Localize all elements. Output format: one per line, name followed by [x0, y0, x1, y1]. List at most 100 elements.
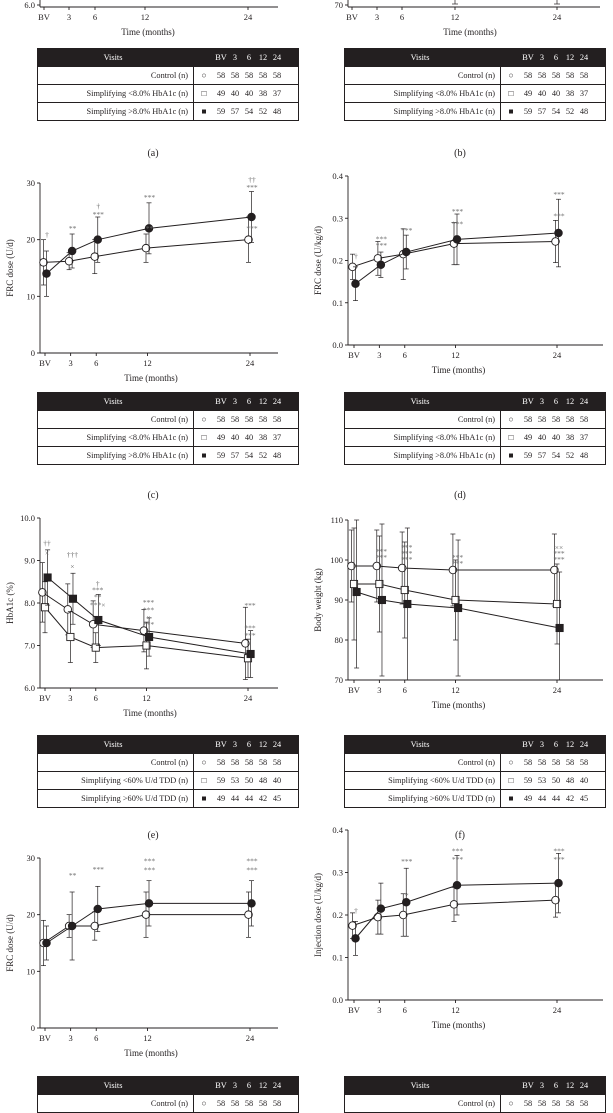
- data-point-open-circle: [90, 252, 99, 261]
- data-point-filled-circle: [42, 269, 51, 278]
- table-cell: 48: [272, 107, 282, 116]
- table-row: Simplifying <8.0% HbA1c (n) □ 49 40 40 38 37: [37, 84, 299, 103]
- table-row: Control (n) ○ 58 58 58 58 58: [344, 66, 606, 85]
- table-header-row: Visits BV 3 6 12 24: [344, 392, 606, 411]
- table-cell: 53: [230, 776, 240, 785]
- significance-annotation: ***: [553, 211, 565, 220]
- table-header-row: Visits BV 3 6 12 24: [344, 48, 606, 67]
- significance-annotation: ***: [401, 543, 413, 552]
- x-tick-label: 12: [143, 1033, 152, 1043]
- visits-table-e: Visits BV 3 6 12 24 Control (n) ○ 58 58 58 58 58 Simp…: [37, 735, 299, 808]
- table-cell: 38: [258, 433, 268, 442]
- significance-annotation: ††: [43, 539, 51, 548]
- x-tick-label: 12: [143, 358, 152, 368]
- y-tick-label: 110: [331, 515, 343, 525]
- table-row-values: □ 59 53 50 48 40: [193, 771, 299, 790]
- x-tick-label: BV: [39, 693, 52, 703]
- data-point-open-circle: [449, 900, 459, 909]
- table-row: Simplifying >60% U/d TDD (n) ■ 49 44 44 42 45: [37, 789, 299, 808]
- y-tick-label: 0.3: [332, 213, 343, 223]
- top-left-x-tick: 12: [141, 12, 150, 22]
- significance-annotation: ***: [401, 549, 413, 558]
- significance-annotation: ***: [401, 555, 413, 564]
- table-col-header: BV: [522, 53, 534, 62]
- table-row-label: Simplifying >8.0% HbA1c (n): [37, 446, 194, 465]
- data-point-filled-square: [377, 595, 387, 605]
- table-cell: 58: [551, 1099, 561, 1108]
- y-tick-label: 0.2: [332, 256, 343, 266]
- x-tick-label: 3: [377, 350, 381, 360]
- y-axis-label: HbA1c (%): [5, 582, 15, 624]
- table-row: Control (n) ○ 58 58 58 58 58: [344, 410, 606, 429]
- table-cell: 49: [523, 794, 533, 803]
- y-axis-label: FRC dose (U/d): [5, 914, 15, 972]
- table-cell: 58: [230, 71, 240, 80]
- y-tick-label: 20: [27, 910, 36, 920]
- table-header-cols: BV 3 6 12 24: [193, 735, 299, 754]
- top-left-x-tick: 24: [244, 12, 253, 22]
- table-cell: 45: [579, 794, 589, 803]
- visits-table-h: Visits BV 3 6 12 24 Control (n) ○ 58 58 58 58 58: [344, 1076, 606, 1113]
- table-row-values: ○ 58 58 58 58 58: [193, 410, 299, 429]
- table-cell: 52: [565, 451, 575, 460]
- table-cell: 48: [579, 451, 589, 460]
- table-cell: 58: [258, 415, 268, 424]
- table-cell: 38: [258, 89, 268, 98]
- table-row-values: ■ 49 44 44 42 45: [500, 789, 606, 808]
- significance-annotation: **: [94, 593, 102, 602]
- table-cell: 37: [579, 89, 589, 98]
- table-cell: 44: [551, 794, 561, 803]
- significance-annotation: ×: [45, 548, 49, 557]
- table-row-label: Control (n): [37, 66, 194, 85]
- table-cell: 48: [258, 776, 268, 785]
- data-point-filled-circle: [554, 878, 563, 888]
- table-cell: 58: [551, 758, 561, 767]
- y-tick-label: 9.0: [24, 556, 35, 566]
- x-axis-label: Time (months): [123, 708, 176, 718]
- table-header-cols: BV 3 6 12 24: [500, 48, 606, 67]
- significance-annotation: ***: [143, 605, 155, 614]
- x-tick-label: 6: [403, 685, 407, 695]
- table-col-header: 3: [232, 740, 238, 749]
- table-cell: 57: [537, 107, 547, 116]
- significance-annotation: ***: [93, 865, 105, 874]
- table-cell: 48: [579, 107, 589, 116]
- table-cell: 58: [272, 415, 282, 424]
- data-point-open-circle: [141, 243, 151, 253]
- data-point-open-circle: [372, 561, 382, 571]
- y-tick-label: 0.3: [332, 868, 343, 878]
- table-cell: 53: [537, 776, 547, 785]
- table-cell: 37: [272, 89, 282, 98]
- table-cell: 58: [523, 415, 533, 424]
- table-row-label: Control (n): [37, 753, 194, 772]
- data-point-filled-circle: [376, 904, 386, 913]
- table-cell: 58: [230, 758, 240, 767]
- caption-a: (a): [147, 148, 158, 159]
- data-point-filled-circle: [351, 279, 360, 288]
- significance-annotation: ***: [92, 585, 104, 594]
- table-row-label: Simplifying >60% U/d TDD (n): [344, 789, 501, 808]
- y-axis-label: Injection dose (U/kg/d): [313, 873, 323, 957]
- table-cell: 49: [523, 433, 533, 442]
- x-tick-label: 24: [553, 1005, 562, 1015]
- data-point-filled-circle: [402, 898, 411, 907]
- significance-annotation: ***: [452, 553, 464, 562]
- significance-annotation: ***: [244, 631, 256, 640]
- x-tick-label: 12: [451, 350, 460, 360]
- table-cell: 40: [551, 433, 561, 442]
- data-point-filled-circle: [247, 212, 256, 222]
- filled-square-icon: ■: [508, 107, 514, 116]
- data-point-filled-circle: [93, 235, 102, 244]
- data-point-filled-square: [68, 594, 78, 603]
- significance-annotation: **: [69, 224, 77, 233]
- caption-e: (e): [147, 830, 158, 841]
- table-cell: 58: [565, 1099, 575, 1108]
- data-point-open-circle: [39, 258, 48, 267]
- open-square-icon: □: [201, 776, 207, 785]
- significance-annotation: ***: [246, 224, 258, 233]
- top-right-x-tick: 24: [553, 12, 562, 22]
- table-cell: 40: [230, 433, 240, 442]
- table-header-label: Visits: [37, 392, 194, 411]
- data-point-filled-square: [555, 623, 564, 633]
- table-header-label: Visits: [344, 48, 501, 67]
